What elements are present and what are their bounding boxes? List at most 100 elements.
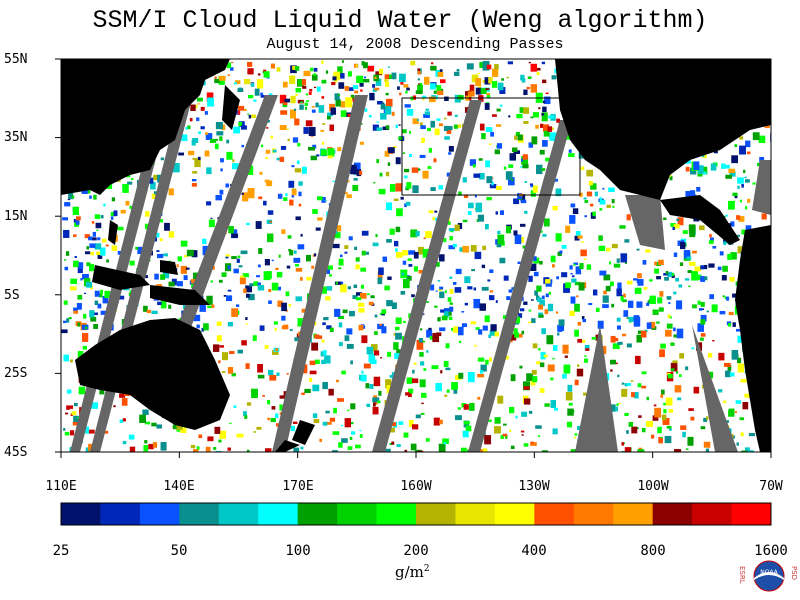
cloud-pixel <box>344 418 351 428</box>
cloud-pixel <box>494 417 501 424</box>
cloud-pixel <box>645 421 653 427</box>
colorbar-swatch <box>258 503 299 525</box>
cloud-pixel <box>286 265 291 269</box>
cloud-pixel <box>385 171 390 177</box>
cloud-pixel <box>344 86 350 91</box>
cloud-pixel <box>737 363 745 373</box>
cloud-pixel <box>393 342 399 350</box>
cloud-pixel <box>76 302 82 310</box>
lon-label-140e: 140E <box>163 479 195 494</box>
cloud-pixel <box>388 147 395 154</box>
cloud-pixel <box>474 344 477 347</box>
cloud-pixel <box>77 322 81 327</box>
cloud-pixel <box>652 415 659 421</box>
cloud-pixel <box>479 62 485 68</box>
cloud-pixel <box>311 109 316 113</box>
cloud-pixel <box>300 101 303 103</box>
cloud-pixel <box>533 256 537 261</box>
cloud-pixel <box>665 329 672 337</box>
cloud-pixel <box>562 344 569 354</box>
cloud-pixel <box>153 191 157 195</box>
cloud-pixel <box>448 245 455 250</box>
cloud-pixel <box>626 214 631 221</box>
cloud-pixel <box>434 305 438 308</box>
cloud-pixel <box>640 330 647 338</box>
cloud-pixel <box>77 294 83 300</box>
cloud-pixel <box>439 254 445 262</box>
cloud-pixel <box>734 411 738 414</box>
cloud-pixel <box>256 79 264 89</box>
cloud-pixel <box>508 115 511 118</box>
cloud-pixel <box>726 296 730 301</box>
cloud-pixel <box>446 127 452 134</box>
cloud-pixel <box>419 122 423 127</box>
cloud-pixel <box>359 292 367 299</box>
cloud-pixel <box>189 117 193 122</box>
cloud-pixel <box>334 308 341 317</box>
cloud-pixel <box>385 92 389 96</box>
cloud-pixel <box>441 315 448 321</box>
cloud-pixel <box>462 219 468 223</box>
cloud-pixel <box>246 449 250 452</box>
cloud-pixel <box>657 426 662 434</box>
cloud-pixel <box>262 395 265 397</box>
cloud-pixel <box>486 196 492 201</box>
cloud-pixel <box>310 155 318 161</box>
cloud-pixel <box>485 127 493 132</box>
cloud-pixel <box>345 97 353 108</box>
cloud-pixel <box>361 370 364 374</box>
cloud-pixel <box>405 392 410 396</box>
cloud-pixel <box>359 434 363 438</box>
cloud-pixel <box>443 238 447 243</box>
cloud-pixel <box>520 194 526 201</box>
cloud-pixel <box>313 419 320 424</box>
cloud-pixel <box>410 60 416 66</box>
cloud-pixel <box>535 425 542 429</box>
inset-box <box>401 97 581 196</box>
cloud-pixel <box>221 124 226 130</box>
cloud-pixel <box>531 318 536 324</box>
cloud-pixel <box>89 310 95 318</box>
cloud-pixel <box>282 81 288 88</box>
cloud-pixel <box>210 217 213 219</box>
cloud-pixel <box>457 326 464 336</box>
cloud-pixel <box>700 276 706 282</box>
cloud-pixel <box>584 358 588 363</box>
cloud-pixel <box>402 278 410 289</box>
cloud-pixel <box>84 251 91 255</box>
cloud-pixel <box>477 357 485 362</box>
cloud-pixel <box>249 283 254 287</box>
cloud-pixel <box>298 181 303 186</box>
cloud-pixel <box>337 147 342 152</box>
cloud-pixel <box>562 374 567 379</box>
cloud-pixel <box>535 124 539 129</box>
cloud-pixel <box>352 184 359 192</box>
cloud-pixel <box>547 364 555 372</box>
cloud-pixel <box>338 82 345 89</box>
cloud-pixel <box>428 147 433 153</box>
cloud-pixel <box>558 319 565 326</box>
cloud-pixel <box>280 110 288 115</box>
cloud-pixel <box>300 446 304 450</box>
cloud-pixel <box>391 302 397 310</box>
cloud-pixel <box>497 82 504 91</box>
cloud-pixel <box>90 316 97 322</box>
cloud-pixel <box>541 113 545 116</box>
cloud-pixel <box>553 178 558 182</box>
cloud-pixel <box>536 164 543 175</box>
cloud-pixel <box>286 128 290 130</box>
cloud-pixel <box>489 143 492 146</box>
cloud-pixel <box>586 191 593 197</box>
cloud-pixel <box>490 324 497 332</box>
cloud-pixel <box>481 264 486 269</box>
cloud-pixel <box>70 278 78 284</box>
cloud-pixel <box>520 158 524 162</box>
cloud-pixel <box>482 80 487 83</box>
cloud-pixel <box>452 243 457 248</box>
cloud-pixel <box>555 311 559 314</box>
cloud-pixel <box>548 291 552 295</box>
cloud-pixel <box>528 321 532 324</box>
cloud-pixel <box>408 263 413 267</box>
cloud-pixel <box>513 230 518 236</box>
cloud-pixel <box>449 302 453 305</box>
